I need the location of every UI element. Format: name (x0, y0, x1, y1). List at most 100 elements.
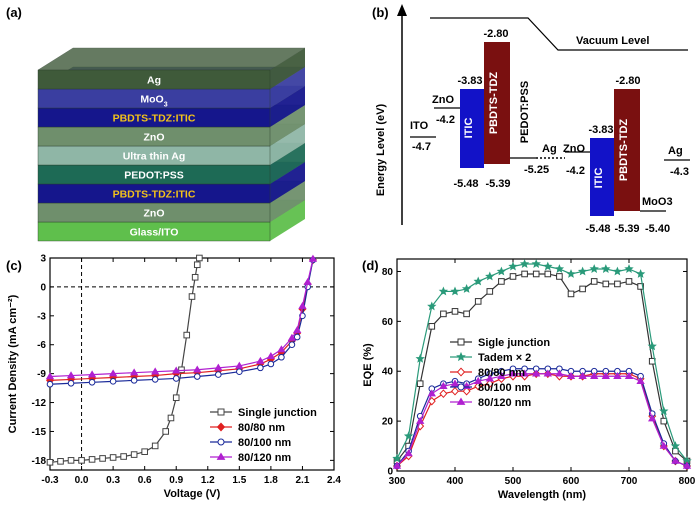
moo3-label: MoO3 (642, 196, 673, 208)
data-point (590, 278, 598, 285)
data-point (625, 278, 633, 285)
data-point (141, 448, 148, 455)
y-tick-label: -6 (37, 340, 46, 351)
zno-2-value: -4.2 (566, 165, 585, 177)
data-point (456, 367, 466, 377)
data-point (162, 428, 170, 435)
itic-2-top-value: -3.83 (588, 124, 613, 136)
data-point (566, 269, 576, 278)
data-point (183, 331, 191, 339)
x-tick-label: 500 (505, 476, 522, 487)
data-point (438, 286, 449, 296)
legend-label: 80/80 nm (478, 367, 525, 379)
data-point (543, 369, 552, 377)
data-point (485, 379, 494, 389)
x-tick-label: 1.2 (201, 475, 215, 486)
x-tick-label: -0.3 (41, 475, 59, 486)
data-point (624, 371, 634, 379)
data-point (486, 288, 494, 295)
legend-item: 80/120 nm (210, 452, 291, 464)
data-point (496, 266, 507, 276)
data-point (532, 369, 541, 377)
series-line (396, 273, 688, 462)
data-point (214, 371, 222, 378)
legend-item: Single junction (210, 407, 317, 419)
y-tick-label: -18 (32, 456, 47, 467)
data-point (601, 371, 610, 379)
pbdts-1-top-value: -2.80 (483, 28, 508, 40)
data-point (66, 371, 76, 379)
itic-1-top-value: -3.83 (457, 75, 482, 87)
x-tick-label: 1.5 (232, 475, 246, 486)
data-point (266, 352, 276, 360)
data-point (120, 453, 127, 460)
data-point (216, 422, 226, 432)
stack-layer-label: MoO3 (140, 94, 167, 109)
plot-frame (49, 257, 335, 471)
data-point (88, 456, 96, 463)
data-point (217, 408, 225, 416)
itic-2-label: ITIC (593, 168, 605, 189)
data-point (659, 406, 669, 416)
data-point (498, 278, 505, 285)
data-point (196, 254, 203, 262)
pbdts-2-bar (614, 89, 640, 211)
legend-label: 80/120 nm (238, 452, 291, 464)
data-point (308, 254, 318, 262)
data-point (577, 266, 588, 276)
data-point (457, 383, 465, 391)
data-point (99, 455, 106, 462)
legend-label: Single junction (238, 407, 317, 419)
data-point (439, 389, 448, 399)
data-point (521, 270, 528, 278)
data-point (671, 456, 680, 464)
data-point (392, 461, 402, 469)
itic-1-bottom-value: -5.48 (453, 178, 478, 190)
y-tick-label: 0 (387, 467, 393, 478)
x-tick-label: 400 (447, 476, 464, 487)
y-tick-label: 60 (382, 317, 394, 328)
data-point (439, 381, 448, 389)
x-tick-label: 600 (563, 476, 580, 487)
data-point (172, 366, 181, 374)
zno-1-label: ZnO (432, 94, 454, 106)
stack-layer-label: ZnO (144, 132, 165, 144)
data-point (485, 374, 494, 382)
data-point (457, 338, 465, 346)
vacuum-level-line (430, 17, 688, 51)
data-point (78, 457, 85, 464)
eqe-chart: 300 400 500 600 700 800 0 20 40 60 80 Wavelength (n… (362, 258, 696, 501)
y-tick-label: 20 (382, 417, 394, 428)
plot-frame (396, 258, 688, 472)
data-point (590, 371, 599, 379)
data-point (67, 457, 75, 464)
data-point (532, 270, 540, 278)
legend-label: Tadem × 2 (478, 352, 531, 364)
data-point (46, 380, 54, 388)
data-point (474, 298, 482, 305)
y-tick-label: -3 (37, 311, 46, 322)
energy-diagram: Energy Level (eV) Vacuum Level ITO -4.7 … (375, 4, 690, 235)
ag-right-label: Ag (668, 145, 683, 157)
x-tick-label: 1.8 (264, 475, 278, 486)
data-point (257, 364, 264, 372)
ito-value: -4.7 (412, 141, 431, 153)
legend-label: 80/100 nm (478, 382, 531, 394)
data-point (235, 361, 244, 369)
data-point (416, 416, 425, 424)
series-line (396, 263, 688, 462)
legend-label: 80/120 nm (478, 397, 531, 409)
data-point (151, 376, 159, 383)
x-tick-label: 2.1 (295, 475, 309, 486)
data-point (509, 273, 517, 280)
data-point (392, 453, 402, 463)
data-point (427, 301, 437, 311)
data-point (214, 363, 223, 371)
device-stack: Glass/ITO ZnO PBDTS-TDZ:ITIC PEDOT:PSS Ultra… (37, 47, 306, 242)
ag-mid-label: Ag (542, 143, 557, 155)
data-point (589, 264, 599, 273)
y-tick-label: 3 (40, 254, 46, 265)
y-tick-label: 0 (40, 282, 46, 293)
data-point (578, 371, 587, 379)
data-point (256, 356, 265, 364)
